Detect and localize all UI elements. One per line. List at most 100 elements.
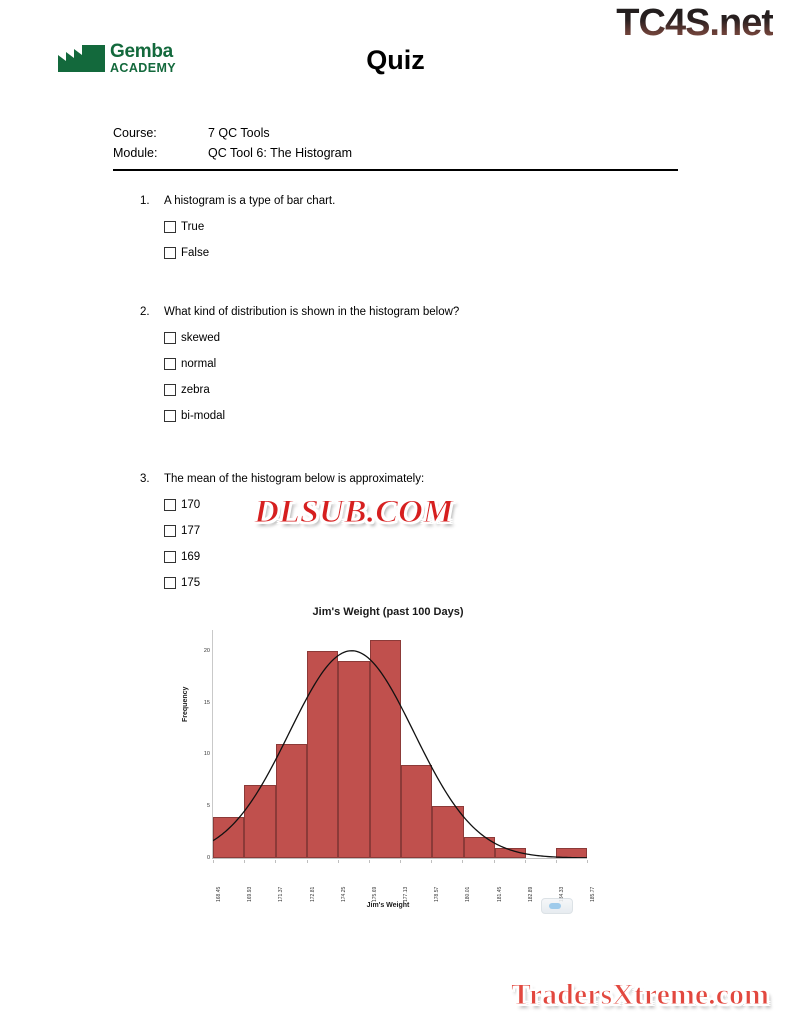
checkbox-icon[interactable] — [164, 551, 176, 563]
chart-bar — [275, 744, 307, 858]
question-3-option-label: 177 — [181, 525, 201, 537]
chart-x-tick-mark — [587, 860, 588, 863]
question-3-text: The mean of the histogram below is appro… — [164, 473, 425, 485]
chart-y-tick: 5 — [206, 803, 210, 810]
chart-x-tick-label: 177.13 — [403, 886, 409, 902]
chart-bars-and-curve — [213, 630, 587, 858]
chart-x-tick-mark — [555, 860, 557, 863]
module-value: QC Tool 6: The Histogram — [208, 146, 353, 161]
chart-x-tick-mark — [337, 860, 339, 863]
chart-y-tick: 20 — [203, 647, 210, 654]
question-2-option-label: normal — [181, 358, 217, 370]
chart-x-tick-mark — [462, 860, 464, 863]
checkbox-icon[interactable] — [164, 525, 176, 537]
question-2-option-skewed[interactable]: skewed — [164, 332, 700, 344]
course-row: Course: 7 QC Tools — [113, 124, 352, 144]
checkbox-icon[interactable] — [164, 577, 176, 589]
chart-y-axis-ticks: 0 5 10 15 20 — [192, 630, 210, 861]
watermark-tc4s: TC4S.net — [616, 2, 774, 44]
chart-y-axis-label: Frequency — [182, 686, 189, 722]
factory-logo-icon — [58, 44, 105, 72]
chart-x-tick-label: 175.69 — [371, 886, 378, 902]
chart-x-tick-mark — [400, 860, 401, 863]
checkbox-icon[interactable] — [164, 410, 176, 422]
question-2-text: What kind of distribution is shown in th… — [164, 306, 460, 318]
watermark-tradersxtreme: TradersXtreme.com — [511, 978, 770, 1012]
question-1-option-label: True — [181, 221, 205, 233]
checkbox-icon[interactable] — [164, 499, 176, 511]
artifact-dot-icon — [549, 903, 561, 909]
chart-x-tick-mark — [368, 860, 370, 863]
question-3-option-177[interactable]: 177 — [164, 525, 700, 537]
module-label: Module: — [113, 146, 158, 161]
chart-x-tick-mark — [493, 860, 495, 863]
chart-x-tick-label: 171.37 — [278, 886, 285, 902]
chart-x-axis-line — [212, 858, 587, 859]
chart-ui-artifact — [541, 898, 573, 914]
chart-x-tick-label: 185.77 — [590, 886, 596, 902]
question-2: 2. What kind of distribution is shown in… — [140, 306, 700, 436]
question-3-option-170[interactable]: 170 — [164, 499, 700, 511]
chart-x-tick-mark — [524, 860, 526, 863]
chart-y-axis-line — [212, 630, 213, 858]
module-row: Module: QC Tool 6: The Histogram — [113, 144, 352, 164]
chart-y-tick: 10 — [203, 751, 210, 758]
checkbox-icon[interactable] — [164, 384, 176, 396]
question-3-option-label: 170 — [181, 499, 201, 511]
page-title: Quiz — [366, 45, 425, 75]
question-1-option-label: False — [181, 247, 210, 259]
question-2-option-normal[interactable]: normal — [164, 358, 700, 370]
checkbox-icon[interactable] — [164, 332, 176, 344]
chart-bar — [400, 764, 433, 858]
chart-x-axis-label: Jim's Weight — [366, 902, 410, 909]
question-3-number: 3. — [140, 473, 150, 485]
question-2-number: 2. — [140, 306, 150, 318]
chart-bar — [338, 661, 370, 858]
chart-x-tick-label: 169.93 — [247, 886, 254, 902]
checkbox-icon[interactable] — [164, 247, 176, 259]
course-meta: Course: 7 QC Tools Module: QC Tool 6: Th… — [113, 124, 678, 172]
chart-x-tick-mark — [213, 860, 214, 863]
checkbox-icon[interactable] — [164, 221, 176, 233]
logo-name-bottom: ACADEMY — [110, 61, 176, 75]
question-3-option-label: 169 — [181, 551, 201, 563]
checkbox-icon[interactable] — [164, 358, 176, 370]
chart-x-tick-mark — [431, 860, 433, 863]
question-1-option-false[interactable]: False — [164, 247, 700, 259]
chart-bar — [306, 650, 339, 858]
course-label: Course: — [113, 126, 157, 140]
chart-bar-series — [213, 630, 587, 858]
question-2-option-label: bi-modal — [181, 410, 226, 422]
logo-name-top: Gemba — [110, 41, 173, 62]
chart-x-tick-label: 182.89 — [527, 886, 534, 902]
question-3-option-175[interactable]: 175 — [164, 577, 700, 589]
chart-y-tick: 0 — [206, 855, 210, 861]
chart-bar — [432, 806, 464, 858]
question-2-option-label: skewed — [181, 332, 220, 344]
chart-x-tick-label: 178.57 — [434, 886, 441, 902]
chart-x-tick-mark — [306, 860, 308, 863]
chart-x-tick-label: 174.25 — [340, 886, 347, 902]
question-3-option-169[interactable]: 169 — [164, 551, 700, 563]
question-2-option-label: zebra — [181, 384, 210, 396]
chart-bar — [369, 640, 401, 858]
chart-title: Jim's Weight (past 100 Days) — [312, 606, 464, 618]
histogram-chart: Jim's Weight (past 100 Days) Frequency 0… — [182, 602, 596, 930]
question-1-option-true[interactable]: True — [164, 221, 700, 233]
course-value: 7 QC Tools — [208, 126, 270, 140]
chart-bar — [494, 847, 527, 858]
question-1: 1. A histogram is a type of bar chart. T… — [140, 195, 700, 273]
question-2-option-bimodal[interactable]: bi-modal — [164, 410, 700, 422]
question-2-option-zebra[interactable]: zebra — [164, 384, 700, 396]
question-3: 3. The mean of the histogram below is ap… — [140, 473, 700, 603]
question-1-text: A histogram is a type of bar chart. — [164, 195, 336, 207]
chart-bar — [244, 785, 276, 858]
chart-x-tick-label: 180.01 — [465, 886, 472, 902]
chart-x-tick-label: 181.45 — [496, 886, 503, 902]
question-1-number: 1. — [140, 195, 150, 207]
question-3-option-label: 175 — [181, 577, 201, 589]
normal-curve-overlay — [213, 650, 587, 858]
chart-x-tick-label: 172.81 — [309, 886, 316, 902]
watermark-dlsub: DLSUB.COM — [254, 494, 454, 531]
